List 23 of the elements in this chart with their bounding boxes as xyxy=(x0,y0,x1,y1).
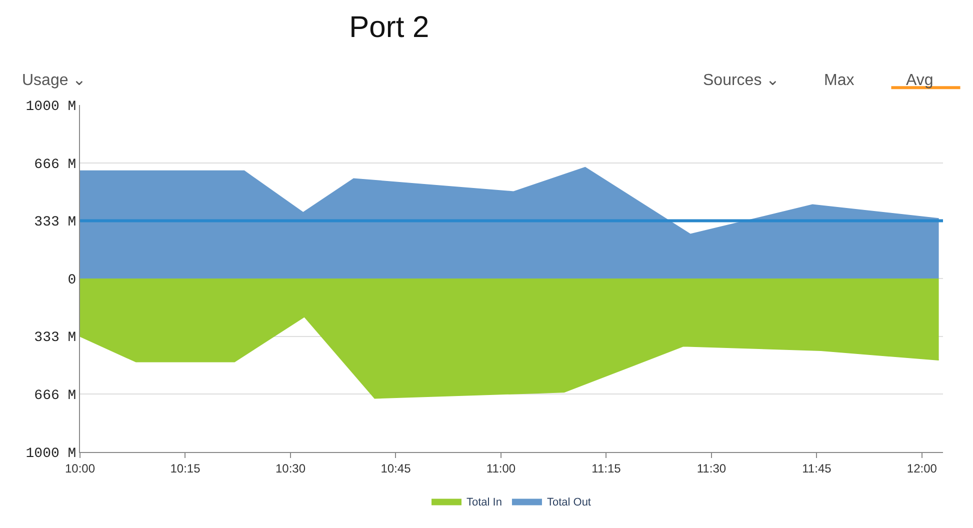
x-tick-label: 10:00 xyxy=(64,461,96,476)
y-tick-label: 0 xyxy=(68,272,76,288)
x-tick-label: 10:15 xyxy=(170,461,201,476)
legend-label: Total In xyxy=(466,496,502,508)
x-tick-label: 11:15 xyxy=(592,461,622,476)
text: Avg xyxy=(906,72,934,89)
text: Max xyxy=(824,72,854,89)
x-tick-label: 11:00 xyxy=(486,461,516,476)
y-tick-label: 1000 M xyxy=(26,98,76,115)
x-tick-label: 10:30 xyxy=(275,461,306,476)
y-tick-label: 666 M xyxy=(34,388,76,404)
source-note: Sources ⌄ xyxy=(703,72,780,89)
chart-title: Port 2 xyxy=(349,10,430,44)
x-tick-label: 11:45 xyxy=(802,461,832,476)
x-tick-label: 10:45 xyxy=(380,461,412,476)
y-tick-label: 1000 M xyxy=(26,446,76,462)
x-tick-label: 11:30 xyxy=(696,461,726,476)
x-tick-label: 12:00 xyxy=(906,461,938,476)
y-tick-label: 666 M xyxy=(34,156,76,173)
y-tick-label: 333 M xyxy=(34,214,76,231)
text: Usage ⌄ xyxy=(22,72,86,89)
legend-label: Total Out xyxy=(546,496,591,508)
y-tick-label: 333 M xyxy=(34,330,76,346)
